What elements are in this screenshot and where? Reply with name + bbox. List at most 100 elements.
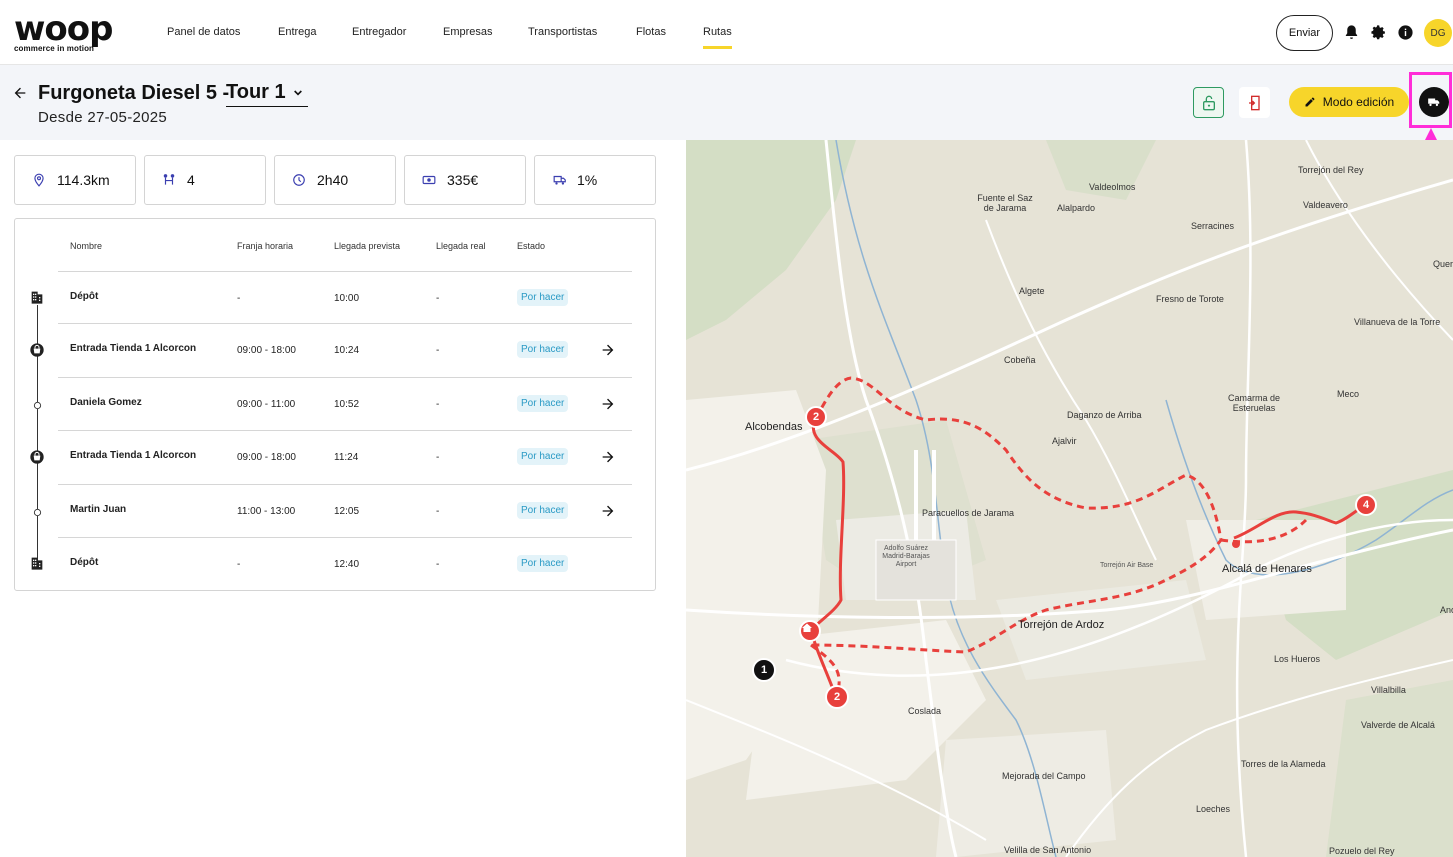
route-timeline [37,305,38,565]
building-icon [29,289,45,310]
send-button[interactable]: Enviar [1276,15,1333,51]
nav-item-flotas[interactable]: Flotas [636,26,666,38]
stops-icon [163,174,175,185]
stop-eta: 12:40 [334,559,360,570]
stop-actual: - [436,506,440,517]
edit-mode-label: Modo edición [1322,95,1395,109]
stat-cost: 335€ [404,155,526,205]
page-title: Furgoneta Diesel 5 - [38,82,230,104]
column-header-time-window: Franja horaria [237,241,294,251]
unlock-icon [1202,95,1215,110]
stat-load: 1% [534,155,656,205]
map-label: Torres de la Alameda [1241,759,1326,769]
stops-table: Nombre Franja horaria Llegada prevista L… [14,218,656,591]
route-since-date: Desde 27-05-2025 [38,109,168,126]
bell-icon[interactable] [1343,24,1360,41]
store-icon [29,449,45,470]
map-label: Daganzo de Arriba [1067,410,1142,420]
nav-item-transportistas[interactable]: Transportistas [528,26,598,38]
tour-select[interactable]: Tour 1 [226,79,308,107]
stop-time-window: - [237,559,241,570]
status-badge: Por hacer [517,555,569,572]
pin-icon [34,173,44,187]
info-icon[interactable] [1397,24,1414,41]
unlock-button[interactable] [1193,87,1224,118]
stop-eta: 12:05 [334,506,360,517]
map-label: Alcobendas [745,421,803,433]
stop-actual: - [436,452,440,463]
arrow-right-icon[interactable] [600,342,616,363]
arrow-right-icon[interactable] [600,396,616,417]
stop-actual: - [436,399,440,410]
status-badge: Por hacer [517,341,569,358]
stop-time-window: 09:00 - 11:00 [237,399,296,410]
dot-icon [33,397,42,415]
nav-item-empresas[interactable]: Empresas [443,26,493,38]
chevron-down-icon [293,89,302,95]
map-marker-4[interactable]: 4 [1355,494,1377,516]
stat-distance-value: 114.3km [57,172,110,188]
column-header-eta: Llegada prevista [334,241,401,251]
truck-load-icon [553,175,566,185]
vehicle-button[interactable] [1419,87,1449,117]
map-label: Torrejón Air Base [1100,562,1154,569]
map-label: Mejorada del Campo [1002,771,1086,781]
gear-icon[interactable] [1370,24,1387,41]
map-label: Cobeña [1004,355,1036,365]
edit-mode-button[interactable]: Modo edición [1289,87,1409,117]
building-icon [29,555,45,576]
back-arrow-icon[interactable] [12,85,28,106]
map-label: Alcalá de Henares [1222,563,1312,575]
map-label: Fresno de Torote [1156,294,1224,304]
woop-logo[interactable]: woop commerce in motion [14,12,113,53]
map-canvas [686,140,1453,857]
stop-time-window: - [237,293,241,304]
map-label: Villalbilla [1371,685,1406,695]
status-badge: Por hacer [517,289,569,306]
arrow-right-icon[interactable] [600,503,616,524]
map-label: Quer [1433,259,1453,269]
nav-item-entrega[interactable]: Entrega [278,26,317,38]
stop-eta: 11:24 [334,452,359,463]
route-header: Furgoneta Diesel 5 - Tour 1 Desde 27-05-… [0,65,1453,140]
stop-name: Entrada Tienda 1 Alcorcon [70,343,197,354]
stop-name: Martin Juan [70,504,127,515]
stat-duration-value: 2h40 [317,172,349,188]
nav-item-rutas[interactable]: Rutas [703,26,732,49]
map-marker-2b[interactable]: 2 [825,685,849,709]
map-label: Loeches [1196,804,1231,814]
route-map[interactable]: 2 4 1 2 Torrejón del Rey Valdeolmos Fuen… [686,140,1453,857]
money-icon [422,175,436,185]
arrow-right-icon[interactable] [600,449,616,470]
stop-actual: - [436,345,440,356]
status-badge: Por hacer [517,448,569,465]
highlight-box [1409,72,1452,128]
top-navigation-bar: woop commerce in motion Panel de datos E… [0,0,1453,65]
map-label: Valdeolmos [1089,182,1136,192]
map-label: Ajalvir [1052,436,1077,446]
map-label: Pozuelo del Rey [1329,846,1395,856]
depot-marker-icon[interactable] [799,620,821,642]
map-label: Valverde de Alcalá [1361,720,1435,730]
column-header-actual: Llegada real [436,241,486,251]
logo-tagline: commerce in motion [14,44,95,53]
user-avatar[interactable]: DG [1424,19,1452,47]
map-label: Algete [1019,286,1045,296]
nav-item-panel-de-datos[interactable]: Panel de datos [167,26,241,38]
nav-item-entregador[interactable]: Entregador [352,26,407,38]
map-label: Alalpardo [1057,203,1096,213]
map-label: Meco [1337,389,1360,399]
exit-route-button[interactable] [1239,87,1270,118]
clock-icon [293,174,305,186]
map-label: Anc [1440,605,1453,615]
stat-cost-value: 335€ [447,172,479,188]
truck-icon [1428,98,1440,107]
map-marker-1[interactable]: 1 [752,658,776,682]
column-header-name: Nombre [70,241,103,251]
map-label: Valdeavero [1303,200,1348,210]
map-label: Adolfo Suárez Madrid-Barajas Airport [882,545,930,568]
map-marker-2[interactable]: 2 [805,406,827,428]
map-label: Fuente el Saz de Jarama [977,193,1033,213]
pencil-icon [1305,97,1315,107]
stop-eta: 10:00 [334,293,360,304]
